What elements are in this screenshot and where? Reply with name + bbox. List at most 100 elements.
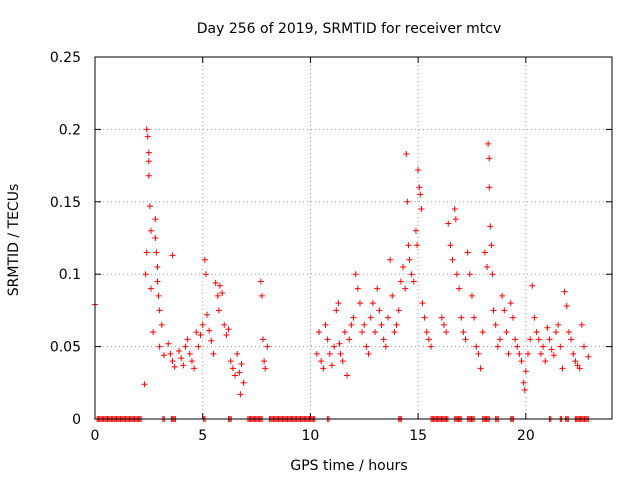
data-point xyxy=(490,307,497,314)
data-point xyxy=(445,220,452,227)
x-tick-label: 15 xyxy=(409,428,427,444)
data-point xyxy=(227,358,234,365)
data-point xyxy=(154,263,161,270)
data-point xyxy=(202,271,209,278)
data-point xyxy=(350,314,357,321)
data-point xyxy=(188,358,195,365)
data-point xyxy=(328,362,335,369)
data-point xyxy=(206,327,213,334)
data-point xyxy=(369,300,376,307)
data-point xyxy=(182,343,189,350)
data-point xyxy=(568,336,575,343)
data-point xyxy=(460,329,467,336)
x-axis-label: GPS time / hours xyxy=(290,458,407,474)
data-point xyxy=(339,358,346,365)
data-point xyxy=(184,336,191,343)
data-point xyxy=(453,271,460,278)
data-point xyxy=(382,343,389,350)
data-point xyxy=(316,329,323,336)
data-point xyxy=(389,292,396,299)
data-point xyxy=(487,223,494,230)
data-point xyxy=(225,326,232,333)
data-point xyxy=(354,285,361,292)
data-point xyxy=(471,314,478,321)
data-point xyxy=(378,321,385,328)
data-point xyxy=(346,336,353,343)
data-point xyxy=(580,343,587,350)
data-point xyxy=(524,350,531,357)
data-point xyxy=(359,329,366,336)
data-point xyxy=(193,329,200,336)
data-point xyxy=(158,321,165,328)
data-point xyxy=(204,311,211,318)
data-point xyxy=(372,329,379,336)
data-point xyxy=(451,206,458,213)
data-point xyxy=(400,263,407,270)
data-point xyxy=(421,314,428,321)
data-point xyxy=(313,350,320,357)
data-point xyxy=(240,379,247,386)
data-point xyxy=(145,149,152,156)
data-point xyxy=(570,350,577,357)
data-point xyxy=(223,332,230,339)
data-point xyxy=(475,350,482,357)
data-point xyxy=(145,158,152,165)
x-tick-labels: 0 5 10 15 20 xyxy=(91,428,535,444)
data-point xyxy=(326,350,333,357)
data-point xyxy=(221,321,228,328)
data-point xyxy=(412,227,419,234)
data-point xyxy=(238,360,245,367)
data-point xyxy=(186,350,193,357)
data-point xyxy=(473,343,480,350)
data-point xyxy=(201,256,208,263)
data-point xyxy=(406,256,413,263)
data-point xyxy=(544,324,551,331)
data-point xyxy=(219,290,226,297)
data-point xyxy=(514,343,521,350)
data-point xyxy=(488,242,495,249)
data-point xyxy=(154,278,161,285)
data-point xyxy=(322,321,329,328)
data-point xyxy=(416,184,423,191)
data-point xyxy=(410,278,417,285)
data-point xyxy=(489,271,496,278)
data-point xyxy=(546,336,553,343)
data-point xyxy=(540,343,547,350)
data-point xyxy=(486,184,493,191)
data-point xyxy=(380,336,387,343)
data-point xyxy=(447,242,454,249)
data-point xyxy=(464,249,471,256)
data-point xyxy=(531,314,538,321)
data-point xyxy=(387,256,394,263)
data-point xyxy=(499,292,506,299)
data-point xyxy=(258,292,265,299)
y-axis-label: SRMTID / TECUs xyxy=(6,184,22,297)
chart-title: Day 256 of 2019, SRMTID for receiver mtc… xyxy=(197,21,502,37)
data-point xyxy=(144,133,151,140)
data-points xyxy=(92,126,592,422)
data-point xyxy=(563,303,570,310)
y-tick-label: 0.05 xyxy=(50,340,81,356)
data-point xyxy=(395,307,402,314)
data-point xyxy=(210,350,217,357)
data-point xyxy=(397,278,404,285)
data-point xyxy=(393,321,400,328)
data-point xyxy=(150,329,157,336)
data-point xyxy=(169,252,176,259)
data-point xyxy=(208,337,215,344)
data-point xyxy=(529,282,536,289)
x-tick-label: 10 xyxy=(302,428,320,444)
data-point xyxy=(438,314,445,321)
data-point xyxy=(512,336,519,343)
data-point xyxy=(156,307,163,314)
data-point xyxy=(264,343,271,350)
data-point xyxy=(415,166,422,173)
data-point xyxy=(180,362,187,369)
data-point xyxy=(212,279,219,286)
data-point xyxy=(155,292,162,299)
data-point xyxy=(458,314,465,321)
data-point xyxy=(318,358,325,365)
data-point xyxy=(414,242,421,249)
data-point xyxy=(333,307,340,314)
data-point xyxy=(367,314,374,321)
